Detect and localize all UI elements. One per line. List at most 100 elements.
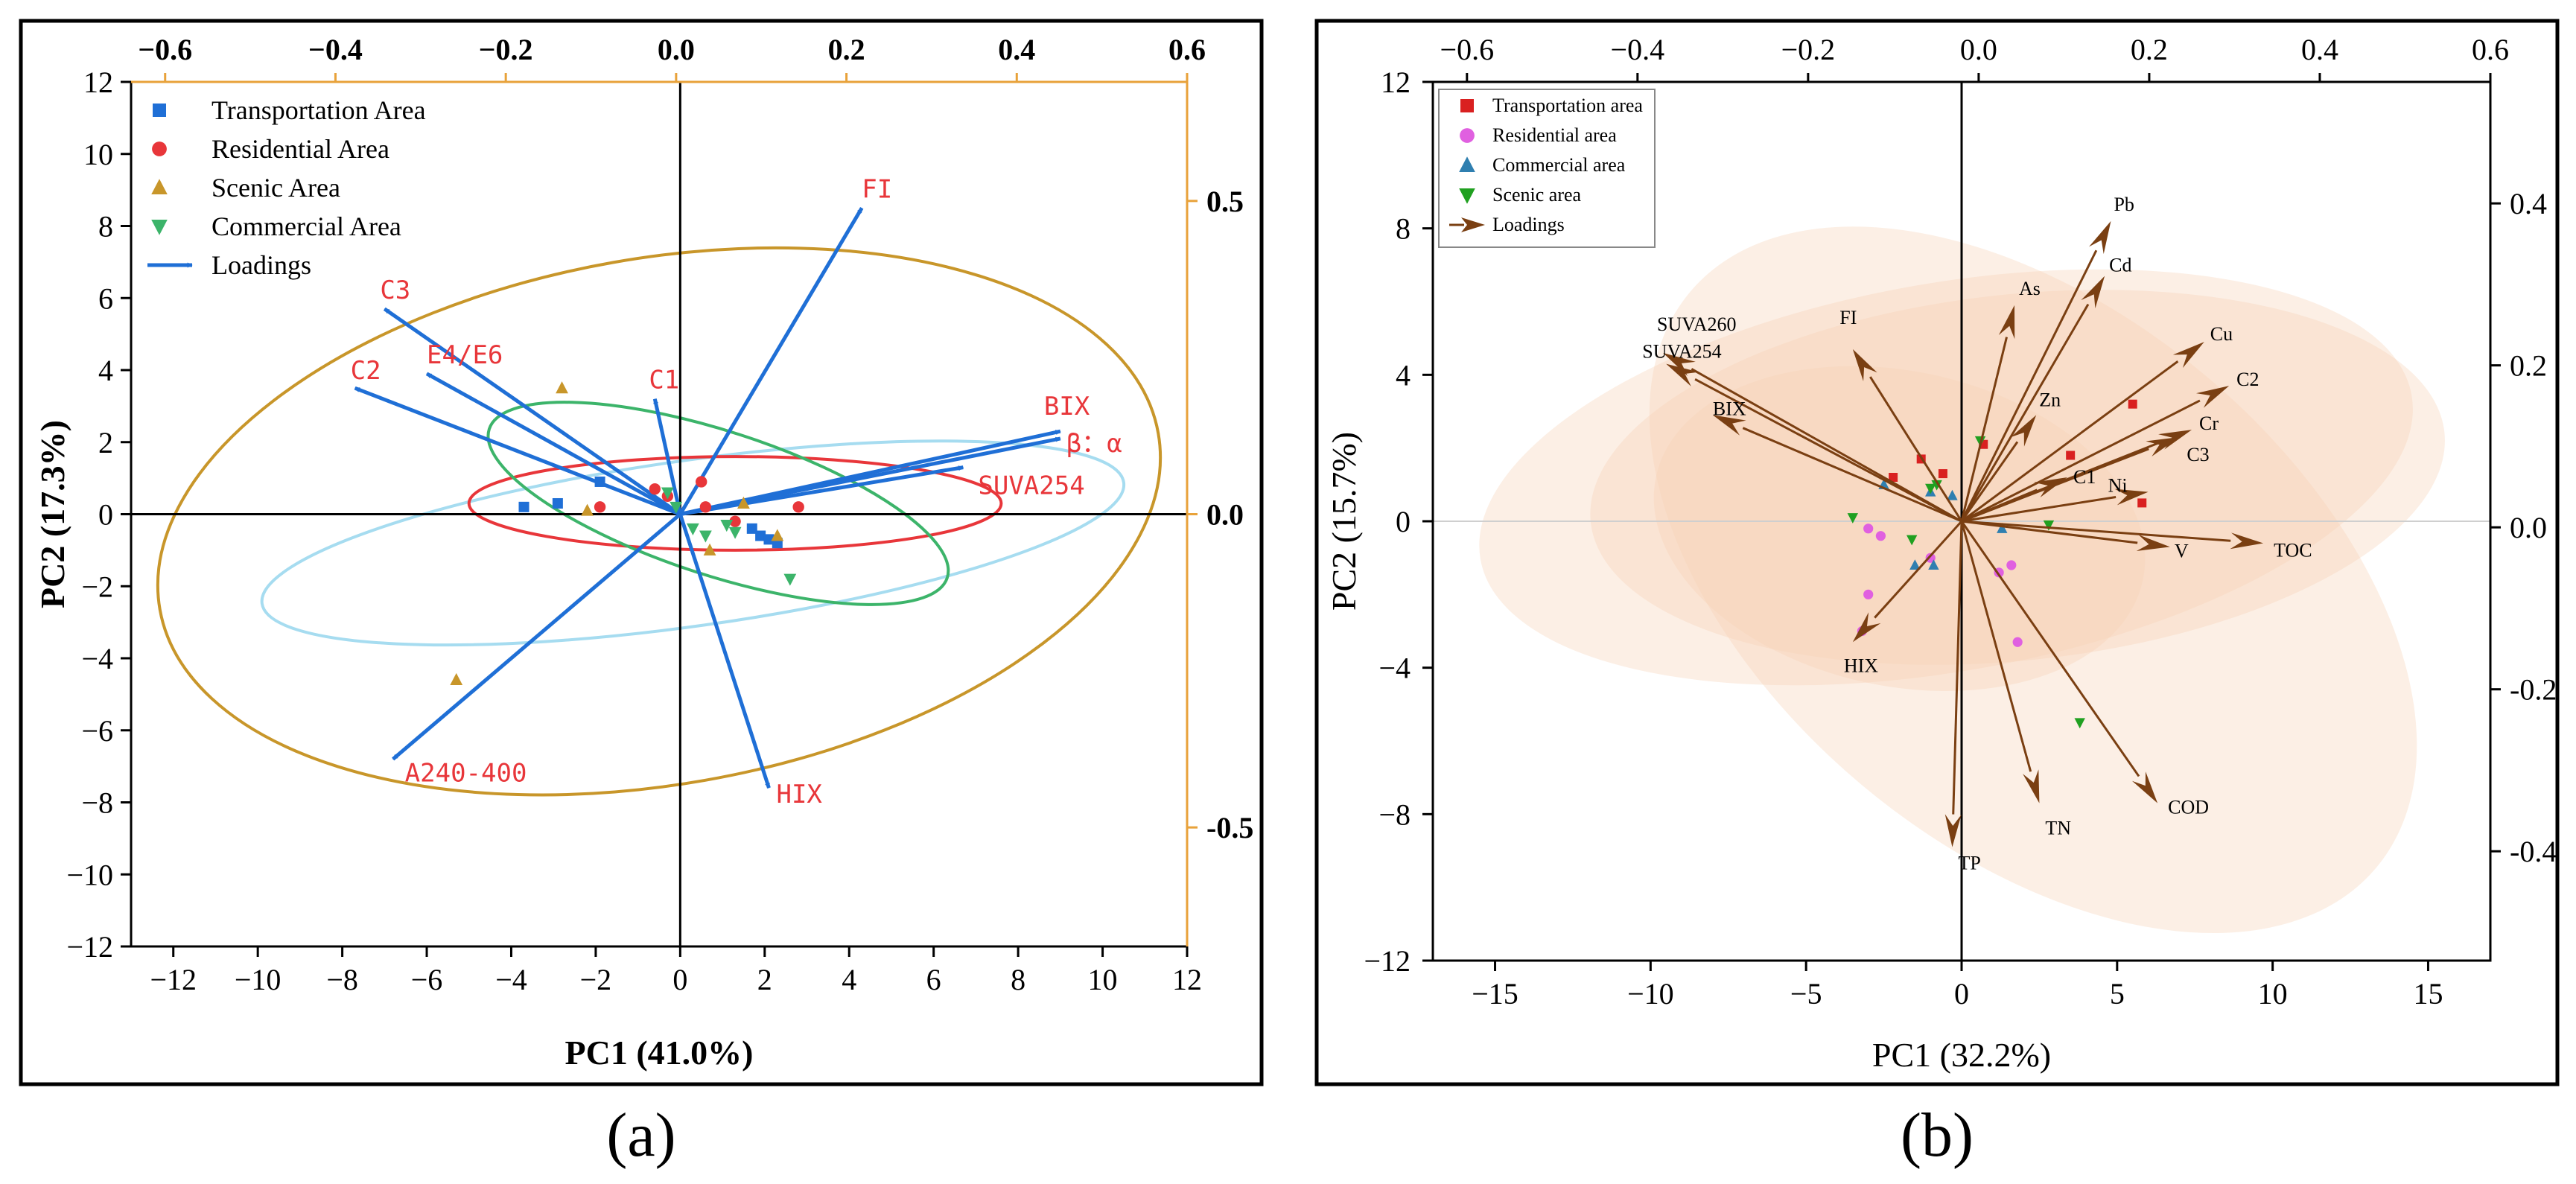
loading-arrow	[678, 207, 864, 515]
loading-label: As	[2019, 278, 2041, 299]
x-tick-label: 4	[842, 963, 856, 996]
loading-label: C2	[2236, 369, 2259, 390]
legend-arrowhead	[1461, 217, 1485, 232]
loading-label: Pb	[2114, 194, 2134, 215]
data-point	[792, 501, 804, 513]
loading-arrowhead	[2146, 436, 2180, 457]
loading-label: TOC	[2274, 540, 2312, 561]
x-tick-label: 2	[757, 963, 772, 996]
loading-label: C1	[649, 366, 679, 395]
y-tick-label: 6	[98, 281, 113, 315]
data-point	[783, 573, 797, 586]
loading-label: C1	[2073, 466, 2096, 488]
loading-arrow	[1960, 441, 2019, 522]
loading-arrow	[1952, 521, 1963, 815]
y-tick-label: 0	[98, 498, 113, 532]
y-tick-label: −10	[66, 858, 113, 891]
y-tick-label: 4	[1396, 358, 1411, 392]
right-tick-label: 0.0	[1206, 498, 1244, 532]
data-point	[1947, 489, 1958, 500]
loading-arrow	[1961, 520, 2231, 542]
legend-marker	[1460, 128, 1475, 143]
top-tick-label: 0.6	[1168, 33, 1206, 66]
x-tick-label: −5	[1790, 977, 1822, 1010]
data-point	[552, 497, 563, 509]
loading-label: HIX	[776, 780, 822, 809]
y-tick-label: 10	[83, 138, 113, 171]
data-point	[1863, 589, 1874, 599]
loading-label: C3	[380, 276, 410, 305]
loading-label: β：α	[1066, 429, 1122, 459]
loading-arrow	[383, 307, 681, 516]
x-tick-label: 15	[2413, 977, 2443, 1010]
y-tick-label: −12	[66, 930, 113, 964]
data-point	[1938, 469, 1947, 479]
data-point	[1925, 553, 1936, 563]
y-tick-label: 4	[98, 354, 113, 387]
data-point	[746, 523, 757, 534]
loading-arrow	[1960, 337, 2008, 522]
legend-label: Residential Area	[212, 134, 389, 164]
data-point	[755, 530, 766, 541]
right-tick-label: 0.4	[2510, 187, 2547, 220]
data-point	[581, 503, 594, 516]
y-axis-label: PC2 (15.7%)	[1325, 432, 1363, 611]
top-tick-label: 0.4	[2301, 33, 2338, 66]
loading-arrowhead	[1944, 814, 1962, 847]
data-point	[699, 501, 712, 513]
x-tick-label: 10	[2258, 977, 2288, 1010]
data-point	[661, 487, 674, 500]
x-tick-label: −6	[411, 963, 443, 996]
loading-arrow	[1691, 368, 1962, 523]
right-tick-label: 0.2	[2510, 349, 2547, 383]
data-point	[1847, 513, 1859, 523]
loading-arrow	[392, 512, 681, 761]
loading-arrow	[1961, 360, 2179, 523]
loading-label: COD	[2168, 797, 2209, 818]
x-tick-label: 0	[1954, 977, 1969, 1010]
loading-arrowhead	[2010, 415, 2037, 447]
y-tick-label: −2	[81, 570, 113, 603]
data-point	[699, 530, 712, 543]
loading-arrow	[1961, 496, 2117, 523]
loading-arrowhead	[2034, 477, 2067, 498]
data-point	[737, 496, 750, 509]
x-tick-label: −10	[1627, 977, 1674, 1010]
loading-label: SUVA260	[1657, 313, 1736, 335]
loading-label: C2	[351, 356, 381, 386]
loading-label: SUVA254	[978, 471, 1084, 501]
loading-label: HIX	[1844, 655, 1878, 676]
loading-arrow	[1874, 520, 1963, 619]
y-tick-label: 12	[83, 66, 113, 99]
x-tick-label: −8	[326, 963, 358, 996]
biplot-b: −15 −10 −5 0 5 10 15 −12 −8 −4 0 4 8 12 −0.6 −0.4 −0.2 0.…	[1325, 33, 2557, 1074]
y-tick-label: 8	[98, 210, 113, 244]
loading-label: TP	[1958, 853, 1980, 874]
y-tick-label: 0	[1396, 505, 1411, 538]
loading-arrowhead	[2114, 488, 2149, 506]
loading-arrow	[679, 465, 964, 516]
legend-label: Transportation Area	[212, 95, 426, 125]
loading-arrowhead	[2089, 220, 2111, 255]
loading-arrow	[425, 372, 681, 516]
loading-arrowhead	[1998, 305, 2015, 340]
data-point	[450, 672, 463, 686]
loading-label: A240-400	[405, 758, 527, 788]
data-point	[2074, 718, 2085, 729]
x-tick-label: 8	[1011, 963, 1025, 996]
data-point	[720, 520, 734, 532]
loading-label: BIX	[1044, 392, 1090, 421]
data-point	[2137, 498, 2147, 508]
legend-label: Scenic Area	[212, 173, 340, 203]
top-tick-label: −0.6	[138, 33, 192, 66]
loading-arrow	[354, 386, 681, 516]
legend-label: Residential area	[1492, 124, 1617, 146]
loading-arrow	[1960, 521, 2032, 772]
legend-label: Commercial Area	[212, 211, 401, 241]
data-point	[1925, 483, 1936, 494]
loading-arrowhead	[2131, 771, 2158, 803]
data-point	[1906, 535, 1918, 546]
data-point	[2012, 637, 2023, 647]
confidence-ellipse	[260, 439, 1126, 647]
data-point	[594, 501, 606, 513]
